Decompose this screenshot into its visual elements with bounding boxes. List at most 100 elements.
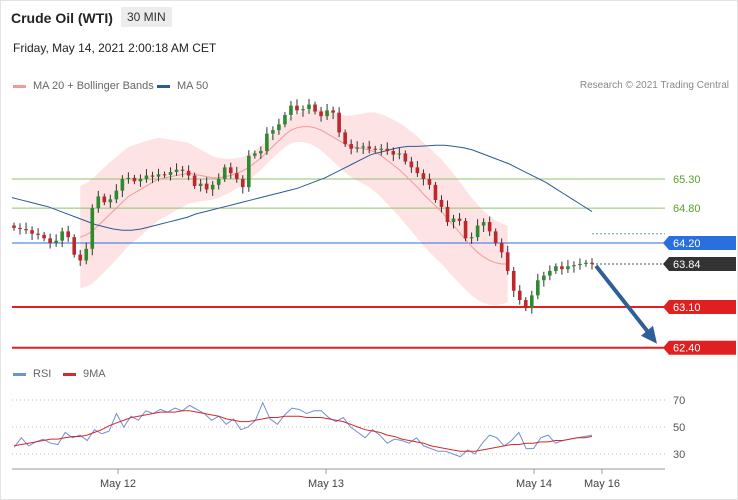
candle-body <box>48 238 52 243</box>
candle-body <box>228 167 233 174</box>
candle-body <box>511 270 516 291</box>
candle-body <box>114 190 119 200</box>
candle-body <box>168 172 173 175</box>
rsi-ma-line <box>13 410 593 452</box>
rsi-tick: 50 <box>673 422 685 434</box>
legend-ma50-label: MA 50 <box>177 80 209 92</box>
candle-body <box>319 111 323 117</box>
legend-ma20-label: MA 20 + Bollinger Bands <box>33 80 154 92</box>
candle-body <box>427 179 432 185</box>
legend-ma50: MA 50 <box>157 80 208 92</box>
chart-title: Crude Oil (WTI) <box>11 10 113 26</box>
candle-body <box>584 262 588 264</box>
candle-body <box>403 153 408 162</box>
candle-body <box>566 266 570 270</box>
legend-rsi-label: RSI <box>33 368 52 380</box>
level-label: 65.30 <box>673 174 701 186</box>
candle-body <box>198 183 203 186</box>
candle-body <box>277 124 281 131</box>
candle-body <box>505 252 510 271</box>
level-label: 64.20 <box>673 238 701 250</box>
candle-body <box>24 229 28 231</box>
copyright: Research © 2021 Trading Central <box>579 80 729 91</box>
forecast-arrow-head <box>641 325 657 344</box>
candle-body <box>367 146 372 149</box>
candle-body <box>84 248 89 261</box>
candle-body <box>457 218 462 221</box>
legend-rsi-ma-swatch <box>63 372 76 376</box>
x-tick-label: May 13 <box>308 478 344 490</box>
candle-body <box>499 243 504 253</box>
candle-body <box>554 266 558 271</box>
legend-rsi-ma-label: 9MA <box>83 368 106 380</box>
candle-body <box>156 174 161 177</box>
level-label: 62.40 <box>673 343 701 355</box>
candle-body <box>96 196 101 209</box>
candle-body <box>108 199 113 203</box>
chart-datetime: Friday, May 14, 2021 2:00:18 AM CET <box>13 41 217 55</box>
rsi-tick: 70 <box>673 395 685 407</box>
candle-body <box>283 115 287 125</box>
rsi-tick: 30 <box>673 449 685 461</box>
candle-body <box>373 148 378 150</box>
candle-body <box>301 109 305 111</box>
candle-body <box>144 175 149 179</box>
candle-body <box>271 130 275 134</box>
candle-body <box>265 133 269 152</box>
ma20-line <box>80 126 508 265</box>
candle-body <box>247 155 251 188</box>
candle-body <box>174 169 179 173</box>
candle-body <box>343 132 347 145</box>
x-tick-label: May 12 <box>100 478 136 490</box>
candle-body <box>331 110 335 113</box>
candle-body <box>150 175 155 177</box>
level-label: 63.10 <box>673 302 701 314</box>
candle-body <box>391 151 396 155</box>
candle-body <box>66 231 70 238</box>
level-label: 64.80 <box>673 203 701 215</box>
last-price-tag <box>663 256 736 271</box>
candle-body <box>536 280 540 296</box>
timeframe-badge[interactable]: 30 MIN <box>121 7 172 27</box>
candle-body <box>253 153 257 156</box>
pivot-tag <box>663 236 736 250</box>
candle-body <box>295 105 299 111</box>
candle-body <box>72 237 77 255</box>
candle-body <box>475 225 480 238</box>
candle-body <box>451 218 456 223</box>
candle-body <box>234 173 239 179</box>
candle-body <box>54 240 58 243</box>
candle-body <box>578 263 582 266</box>
candle-body <box>397 153 402 155</box>
candle-body <box>421 173 426 179</box>
rsi-line <box>13 401 593 458</box>
legend-ma20-swatch <box>13 84 26 88</box>
candle-body <box>325 110 329 117</box>
legend-rsi-swatch <box>13 372 26 376</box>
candle-body <box>204 183 209 190</box>
candle-body <box>355 147 359 149</box>
candle-body <box>469 237 474 239</box>
candle-body <box>120 179 125 191</box>
bollinger-band <box>80 109 508 306</box>
candle-body <box>529 295 534 309</box>
candle-body <box>102 196 107 203</box>
x-tick-label: May 14 <box>516 478 552 490</box>
candle-body <box>36 233 40 235</box>
candle-body <box>240 179 245 188</box>
candle-body <box>517 290 522 301</box>
legend-ma50-swatch <box>157 84 170 88</box>
candle-body <box>542 275 546 281</box>
candle-body <box>445 206 450 223</box>
candle-body <box>463 220 468 239</box>
candle-body <box>216 179 221 185</box>
candle-body <box>259 151 263 154</box>
candle-body <box>523 300 528 309</box>
candle-body <box>361 146 366 148</box>
candle-body <box>42 234 46 239</box>
candle-body <box>493 231 498 243</box>
candle-body <box>30 230 34 234</box>
candle-body <box>337 112 341 133</box>
candle-body <box>487 222 492 232</box>
